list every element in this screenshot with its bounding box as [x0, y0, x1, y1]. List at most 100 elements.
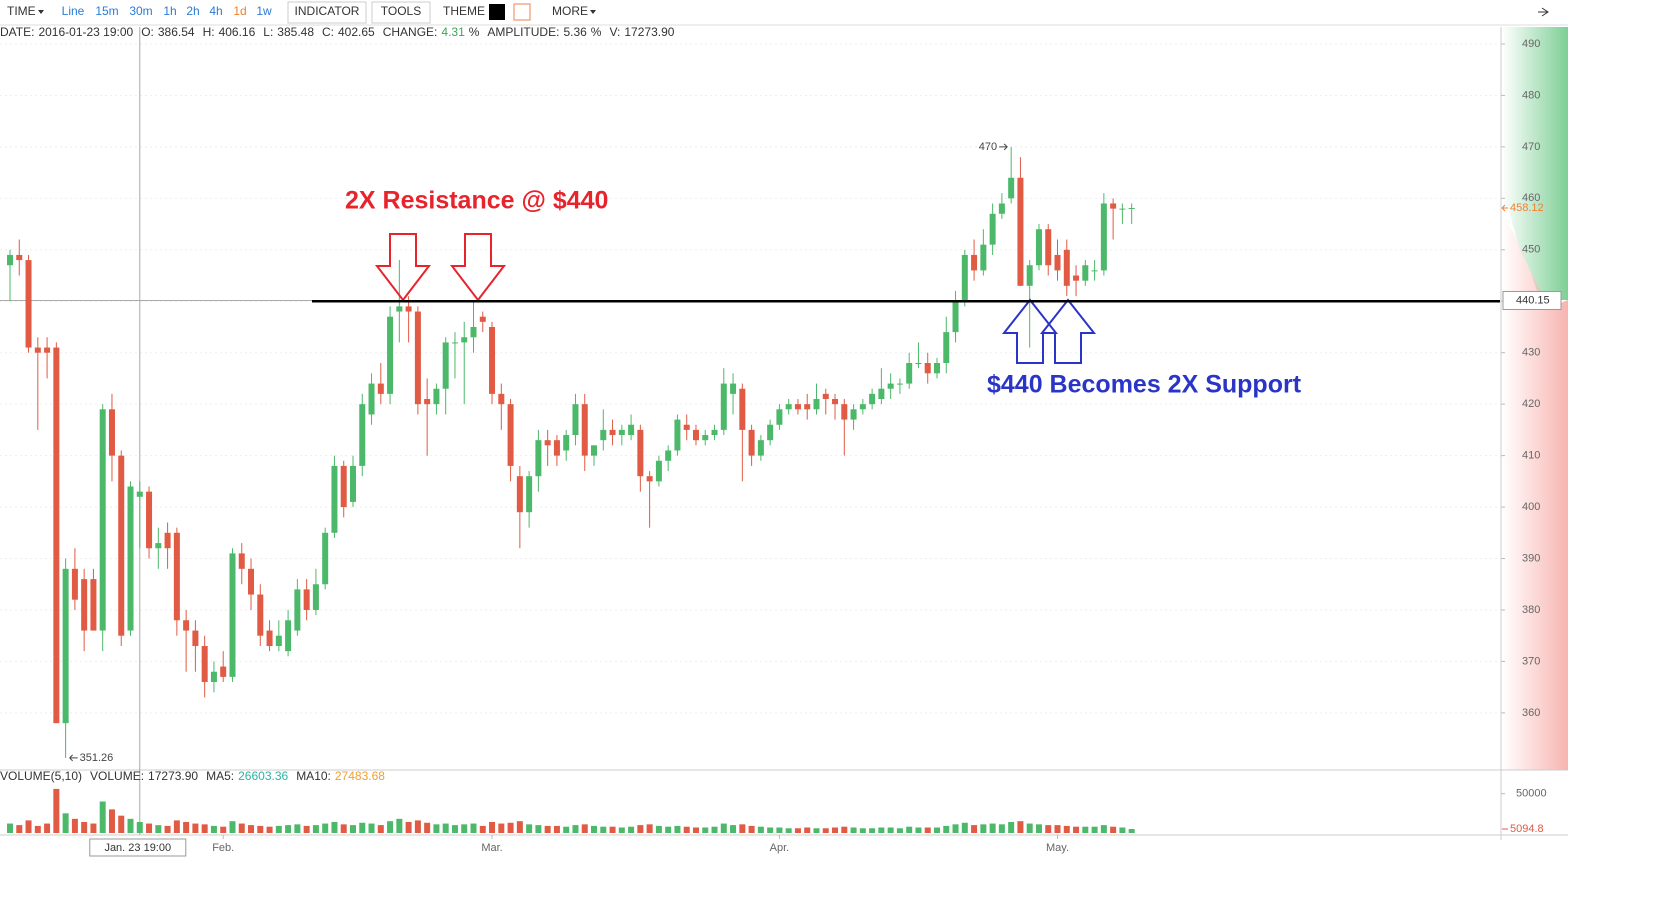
- x-tick-label: Mar.: [481, 842, 502, 854]
- high-marker: 470: [979, 141, 997, 153]
- volume-bar: [387, 821, 394, 833]
- interval-option[interactable]: Line: [62, 4, 85, 18]
- candle-body: [628, 424, 635, 436]
- info-label: CHANGE:: [383, 25, 438, 39]
- axes: 3603703803904004104204304404504604704804…: [69, 38, 1562, 857]
- info-label: MA5:: [206, 769, 234, 783]
- volume-bar: [507, 822, 514, 833]
- interval-option[interactable]: 30m: [129, 4, 152, 18]
- candle-body: [359, 404, 366, 466]
- interval-option[interactable]: 2h: [186, 4, 199, 18]
- ask-depth: [1502, 215, 1568, 770]
- interval-option[interactable]: 1d: [233, 4, 246, 18]
- volume-bar: [359, 822, 366, 833]
- candle-body: [303, 589, 310, 610]
- expand-icon[interactable]: [1538, 7, 1549, 17]
- marker-arrow: [69, 754, 78, 762]
- candle-body: [924, 362, 931, 374]
- annotations: 2X Resistance @ $440 $440 Becomes 2X Sup…: [312, 187, 1500, 399]
- volume-bar: [526, 824, 533, 833]
- volume-bar: [1054, 825, 1061, 833]
- theme-dark[interactable]: [489, 4, 505, 20]
- volume-bar: [118, 815, 125, 833]
- interval-option[interactable]: 1h: [163, 4, 176, 18]
- info-label: O:: [141, 25, 154, 39]
- theme-light[interactable]: [513, 3, 531, 21]
- volume-bar: [934, 827, 940, 833]
- volume-bar: [248, 825, 255, 833]
- volume-bar: [869, 828, 876, 833]
- candle-body: [1054, 254, 1061, 271]
- candle-body: [349, 465, 356, 502]
- info-label: L:: [263, 25, 273, 39]
- volume-bar: [850, 827, 857, 833]
- volume-bar: [146, 823, 153, 833]
- time-menu[interactable]: TIME: [7, 4, 36, 18]
- candle-body: [1119, 208, 1126, 210]
- volume-bar: [396, 818, 403, 833]
- candle-body: [952, 301, 959, 333]
- volume-bar: [1091, 826, 1098, 833]
- info-bar: DATE: 2016-01-23 19:00 O: 386.54 H: 406.16 L: 3…: [0, 25, 675, 783]
- support-note: $440 Becomes 2X Support: [987, 371, 1302, 399]
- indicator-label[interactable]: INDICATOR: [295, 4, 360, 18]
- volume-bar: [572, 825, 579, 833]
- dropdown-arrow: [590, 10, 596, 14]
- volume-bar: [155, 825, 162, 833]
- volume-bar: [813, 828, 820, 833]
- volume-bar: [767, 827, 774, 833]
- candle-body: [776, 409, 783, 425]
- info-value: 17273.90: [624, 25, 674, 39]
- volume-bar: [99, 801, 106, 833]
- volume-bar: [581, 824, 588, 833]
- candle-body: [266, 630, 273, 646]
- marker-arrow: [999, 143, 1008, 151]
- interval-option[interactable]: 4h: [209, 4, 222, 18]
- candle-body: [516, 476, 523, 513]
- candle-body: [451, 342, 458, 344]
- indicator-button[interactable]: [287, 1, 367, 24]
- volume-bar: [665, 826, 672, 833]
- candle-body: [1045, 229, 1052, 266]
- more-menu[interactable]: MORE: [552, 4, 588, 18]
- down-arrow: [449, 233, 507, 302]
- down-arrow: [374, 233, 432, 302]
- volume-bar: [303, 825, 310, 833]
- interval-option[interactable]: 15m: [95, 4, 118, 18]
- volume-bar: [655, 825, 662, 833]
- y-tick-label: 460: [1522, 192, 1540, 204]
- y-tick-label: 360: [1522, 707, 1540, 719]
- info-unit: %: [591, 25, 602, 39]
- candle-body: [655, 460, 662, 482]
- volume-bar: [618, 827, 625, 833]
- y-tick-label: 470: [1522, 141, 1540, 153]
- volume-bar: [720, 823, 727, 833]
- tools-label[interactable]: TOOLS: [381, 4, 421, 18]
- y-tick-label: 490: [1522, 38, 1540, 50]
- interval-option[interactable]: 1w: [256, 4, 272, 18]
- candle-body: [201, 645, 208, 683]
- volume-bar: [952, 824, 959, 833]
- candle-body: [127, 486, 134, 631]
- volume-bar: [822, 828, 829, 833]
- volume-bar: [1017, 821, 1024, 833]
- candle-body: [210, 671, 217, 683]
- candle-body: [841, 404, 848, 420]
- up-arrow: [1001, 298, 1059, 364]
- volume-bar: [971, 825, 978, 833]
- volume-bar: [340, 824, 347, 833]
- bid-depth: [1502, 27, 1568, 300]
- info-label: H:: [203, 25, 215, 39]
- tools-button[interactable]: [371, 1, 431, 24]
- candle-body: [572, 404, 579, 436]
- candle-body: [961, 254, 968, 302]
- volume-bar: [832, 827, 839, 833]
- volume-bar: [44, 823, 51, 833]
- candle-body: [424, 399, 431, 405]
- crosshair-x-box: [89, 838, 187, 857]
- candle-body: [433, 388, 440, 405]
- volume-bar: [1026, 823, 1033, 833]
- volume-bar: [81, 821, 88, 833]
- x-tick-label: May.: [1046, 842, 1069, 854]
- volume-bar: [238, 823, 245, 833]
